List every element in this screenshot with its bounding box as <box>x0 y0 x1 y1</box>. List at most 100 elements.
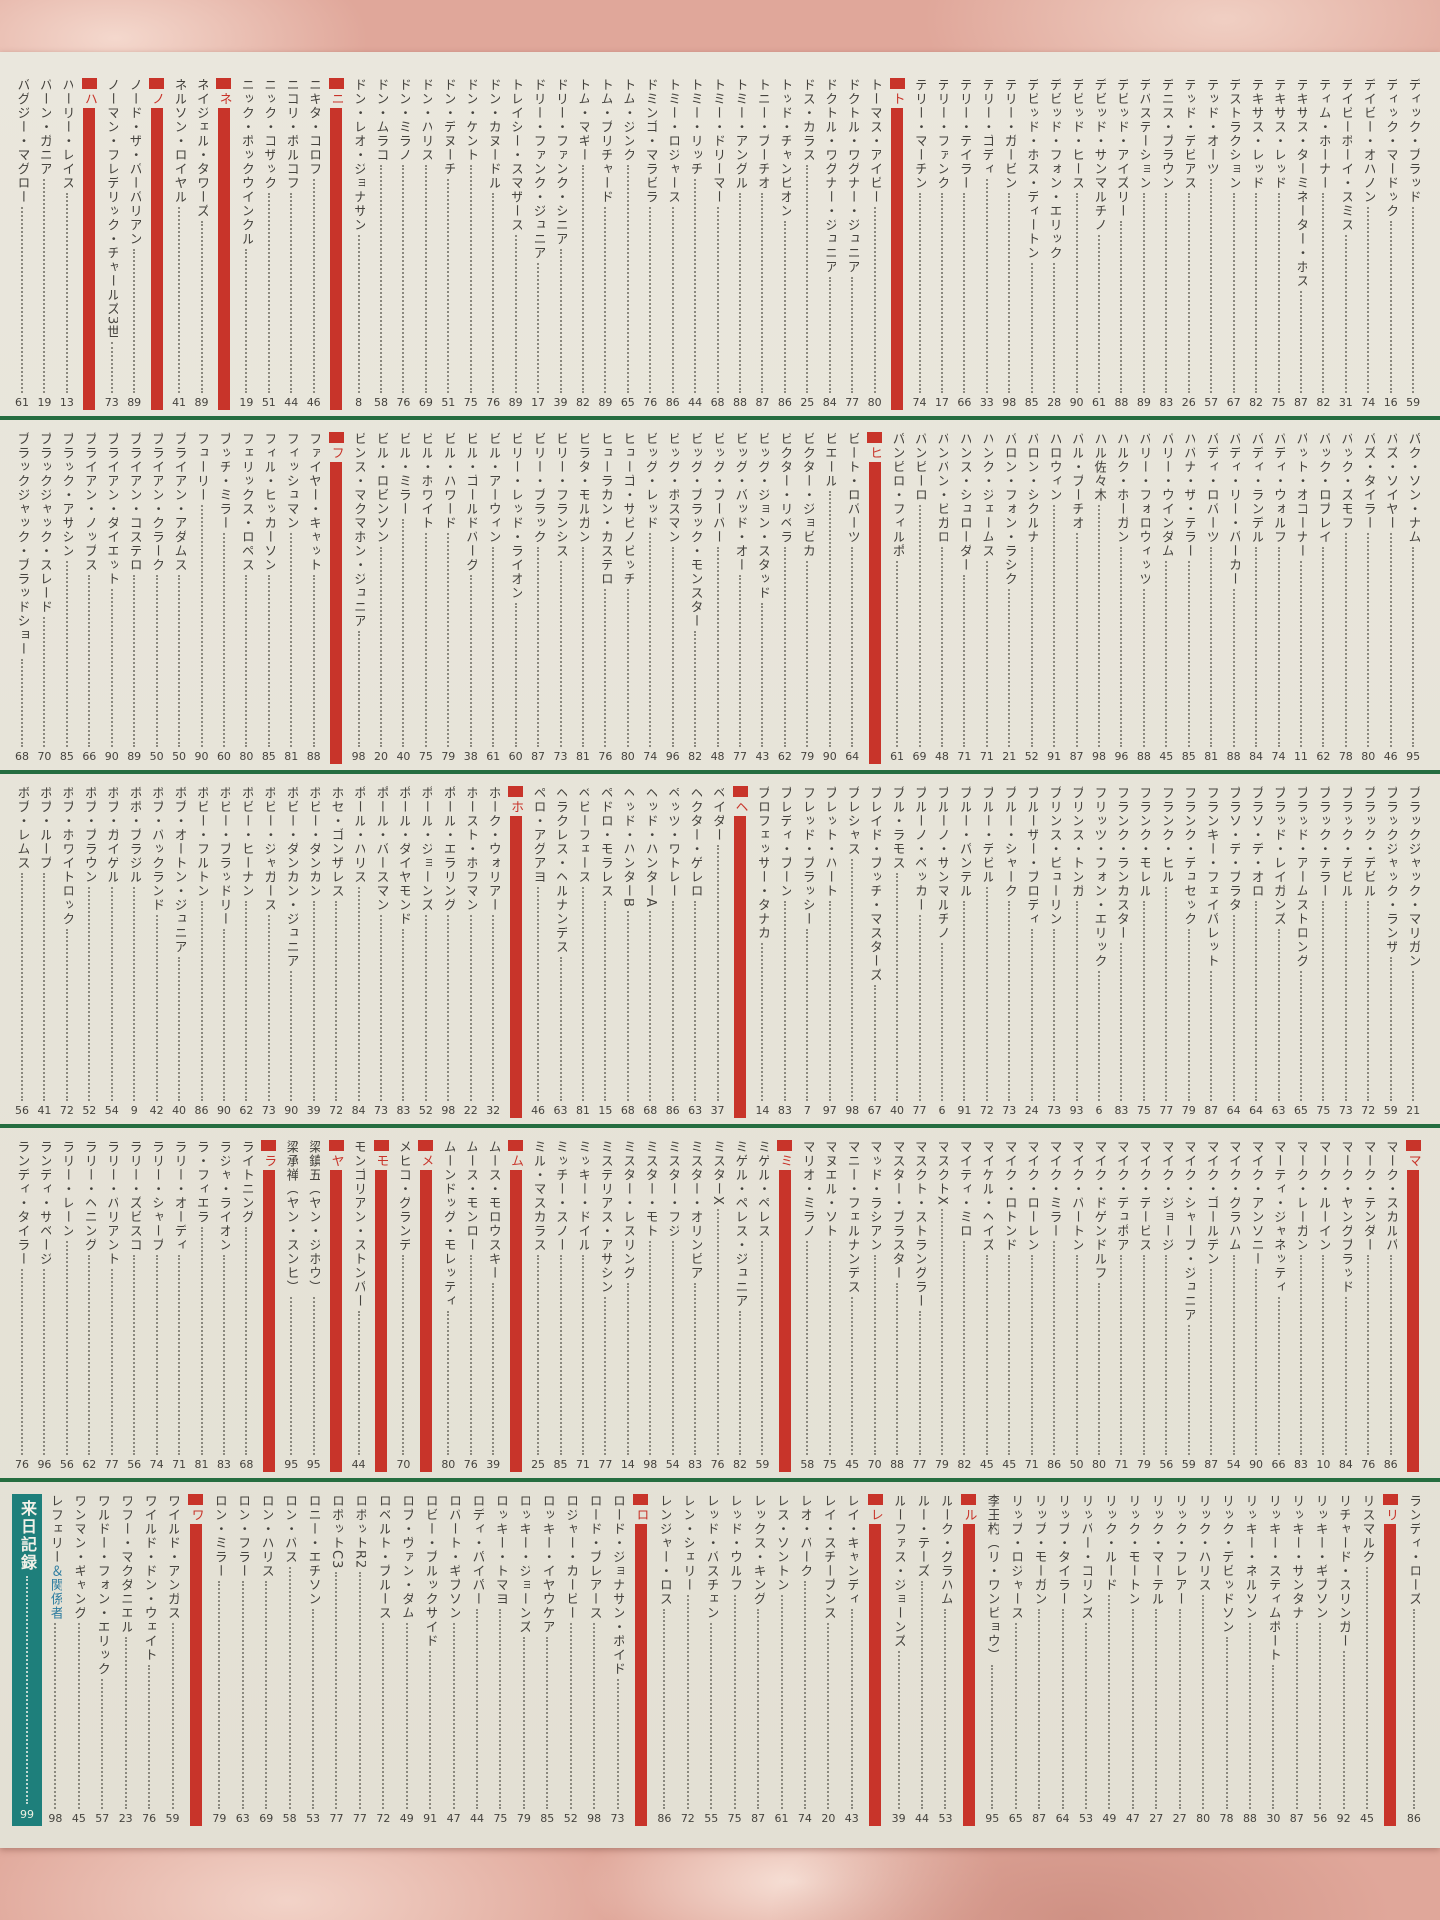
entry-name: パク・ソン・ナム <box>1406 432 1420 544</box>
dot-leader <box>1014 1623 1017 1809</box>
entry-name: ディック・マードック <box>1384 78 1398 218</box>
dot-leader <box>312 1297 315 1455</box>
index-entry: ブライアン・コステロ 89 <box>124 432 144 764</box>
dot-leader <box>604 901 607 1101</box>
index-entry: フランク・デュセック 79 <box>1179 786 1199 1118</box>
dot-leader <box>1255 547 1258 747</box>
section-tab-icon <box>328 78 344 89</box>
dot-leader <box>1165 1255 1168 1455</box>
dot-leader <box>1277 1297 1280 1455</box>
dot-leader <box>1142 1255 1145 1455</box>
page-number: 23 <box>118 1812 133 1825</box>
page-number: 61 <box>15 396 29 409</box>
dot-leader <box>806 165 809 393</box>
page-number: 54 <box>665 1458 680 1471</box>
dot-leader <box>380 165 382 393</box>
page-number: 8 <box>355 396 363 409</box>
index-entry: プロフェッサー・タナカ 14 <box>752 786 772 1118</box>
dot-leader <box>1120 221 1123 393</box>
page-number: 17 <box>531 396 546 409</box>
dot-leader <box>1299 291 1302 393</box>
entry-name: テリー・マーチン <box>913 78 926 190</box>
entry-name: ブラソ・デ・オロ <box>1249 786 1263 898</box>
section-tab-icon <box>261 1140 277 1151</box>
index-band-5: ランディ・ローズ 86 リリスマルク 45 リチャード・スリンガー 92 リッキー・ギブソン… <box>0 1494 1440 1826</box>
page-number: 81 <box>194 1458 209 1471</box>
page-number: 72 <box>329 1104 344 1117</box>
page-number: 42 <box>149 1104 164 1117</box>
page-number: 73 <box>104 396 119 409</box>
index-entry: ブラック・デビル 72 <box>1358 786 1378 1118</box>
index-entry: レンジャー・ロス 86 <box>654 1494 674 1826</box>
entry-name: ボブ・ブラウン <box>82 786 96 884</box>
section-marker-ワ: ワ <box>186 1494 206 1826</box>
page-number: 81 <box>1204 750 1219 763</box>
section-kana-label: ホ <box>508 800 524 813</box>
index-entry: マーク・スカルパ 86 <box>1381 1140 1401 1472</box>
page-number: 79 <box>441 750 456 763</box>
entry-name: フランク・ランカスター <box>1114 786 1128 940</box>
index-entry: パット・オコーナー 11 <box>1291 432 1311 764</box>
dot-leader <box>604 589 607 747</box>
index-entry: プリンス・ピューリン 73 <box>1044 786 1064 1118</box>
dot-leader <box>54 1623 57 1809</box>
dot-leader <box>716 547 719 747</box>
index-entry: トッド・チャンピオン 86 <box>775 78 795 410</box>
entry-name: ビッグ・バッド・オー <box>733 432 747 572</box>
index-entry: ミステリアス・アサシン 77 <box>595 1140 615 1472</box>
entry-name: フランク・ヒル <box>1159 786 1173 884</box>
page-number: 82 <box>1316 396 1331 409</box>
page-number: 77 <box>329 1812 344 1825</box>
section-bar <box>150 108 163 410</box>
index-entry: プレシャス 98 <box>842 786 862 1118</box>
entry-name: ドン・ケント <box>464 78 478 162</box>
index-entry: ミスター・レスリング 14 <box>618 1140 638 1472</box>
entry-name: ネルソン・ロイヤル <box>172 78 186 204</box>
entry-name: ドン・レオ・ジョナサン <box>352 78 366 232</box>
entry-name: トミー・ロジャース <box>666 78 680 204</box>
page-number: 88 <box>1136 750 1151 763</box>
dot-leader <box>1120 547 1123 747</box>
index-entry: リッキー・ギブソン 56 <box>1310 1494 1330 1826</box>
page-number: 76 <box>463 1458 478 1471</box>
dot-leader <box>828 901 831 1101</box>
page-number: 95 <box>985 1812 1000 1825</box>
index-entry: ビッグ・ボスマン 96 <box>663 432 683 764</box>
entry-name: バンピーロ <box>913 432 926 502</box>
entry-name: ライトニング <box>239 1140 253 1224</box>
dot-leader <box>1255 193 1258 393</box>
entry-name: マイク・デービス <box>1137 1140 1151 1252</box>
entry-name: ボブ・ループ <box>37 786 51 870</box>
entry-name: ピラタ・モルガン <box>576 432 590 544</box>
page-number: 68 <box>643 1104 658 1117</box>
page-number: 86 <box>657 1812 672 1825</box>
section-bar <box>1384 1524 1397 1826</box>
page-number: 67 <box>1226 396 1241 409</box>
page-number: 88 <box>306 750 321 763</box>
section-bar <box>891 108 904 410</box>
entry-name: テリー・ゴディ <box>980 78 994 176</box>
index-entry: マーク・テンダー 76 <box>1358 1140 1378 1472</box>
page-number: 50 <box>149 750 164 763</box>
entry-name: バリー・フォロウィッツ <box>1137 432 1151 586</box>
dot-leader <box>581 887 584 1101</box>
entry-name: ビート・ロバーツ <box>845 432 859 544</box>
entry-name: リッキー・ギブソン <box>1313 1494 1327 1620</box>
index-entry: マイク・アンソニー 90 <box>1246 1140 1266 1472</box>
index-entry: フェリックス・ロペス 80 <box>236 432 256 764</box>
entry-name: ロン・フラー <box>236 1494 250 1578</box>
entry-name: ミゲル・ペレス・ジュニア <box>733 1140 747 1308</box>
dot-leader <box>514 603 517 747</box>
index-entry: ブッチ・ミラー 60 <box>214 432 234 764</box>
dot-leader <box>1165 193 1168 393</box>
entry-name: ブレット・ハート <box>823 786 837 898</box>
index-entry: ラリー・オーディ 71 <box>169 1140 189 1472</box>
dot-leader <box>944 1609 947 1809</box>
page-number: 87 <box>531 750 546 763</box>
page-number: 88 <box>890 1458 905 1471</box>
dot-leader <box>110 589 113 747</box>
entry-name: リッキー・ネルソン <box>1243 1494 1257 1620</box>
page-number: 98 <box>845 1104 860 1117</box>
section-tab-icon <box>216 78 232 89</box>
entry-name: ハルク・ホーガン <box>1114 432 1128 544</box>
